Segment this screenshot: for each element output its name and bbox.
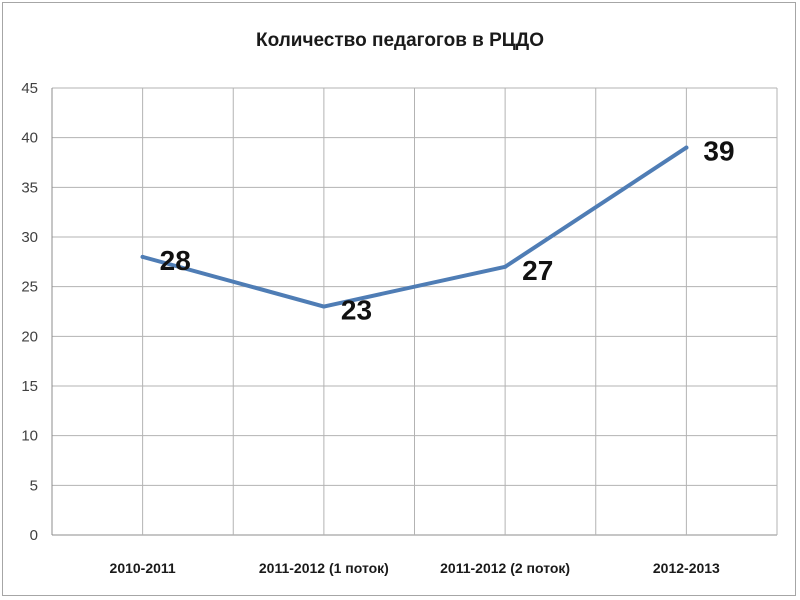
y-tick-label: 0: [30, 527, 38, 544]
data-point: [684, 145, 689, 150]
series-line: [140, 145, 689, 309]
data-label: 28: [160, 245, 191, 276]
data-label: 39: [703, 136, 734, 167]
y-tick-label: 5: [30, 477, 38, 494]
x-tick-label: 2011-2012 (2 поток): [440, 560, 570, 576]
data-label: 27: [522, 255, 553, 286]
y-tick-label: 30: [21, 229, 38, 246]
y-axis-ticks: 0 5 10 15 20 25 30 35 40 45: [21, 80, 38, 544]
chart-title: Количество педагогов в РЦДО: [256, 30, 544, 51]
y-tick-label: 45: [21, 80, 38, 97]
data-point: [321, 304, 326, 309]
y-tick-label: 15: [21, 378, 38, 395]
data-labels: 28 23 27 39: [160, 136, 735, 326]
y-tick-label: 40: [21, 130, 38, 147]
y-tick-label: 25: [21, 279, 38, 296]
data-point: [503, 264, 508, 269]
gridlines: [51, 87, 778, 536]
data-label: 23: [341, 295, 372, 326]
y-tick-label: 10: [21, 428, 38, 445]
series-layer: [140, 145, 689, 309]
x-tick-label: 2012-2013: [653, 560, 720, 576]
y-tick-label: 20: [21, 328, 38, 345]
x-tick-label: 2011-2012 (1 поток): [259, 560, 389, 576]
x-axis-ticks: 2010-2011 2011-2012 (1 поток) 2011-2012 (2…: [110, 560, 721, 576]
data-point: [140, 254, 145, 259]
y-tick-label: 35: [21, 179, 38, 196]
x-tick-label: 2010-2011: [110, 560, 176, 576]
